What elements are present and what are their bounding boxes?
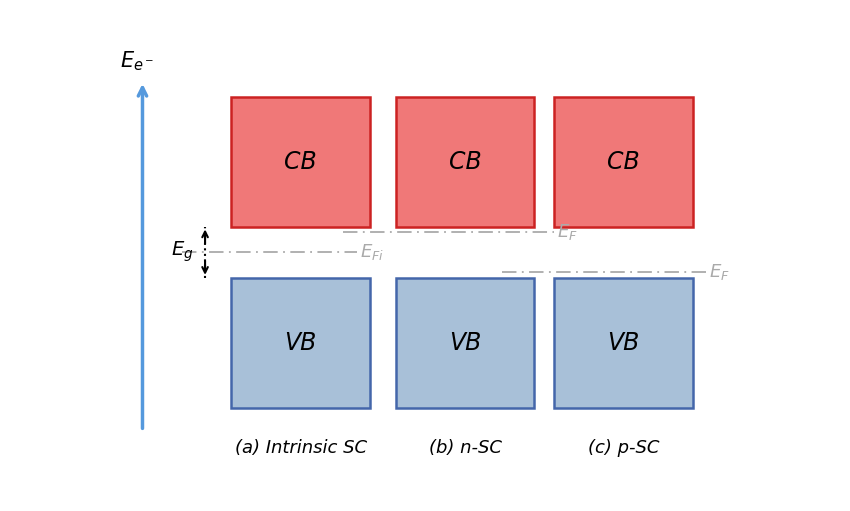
Bar <box>554 278 693 408</box>
Bar <box>231 97 370 226</box>
Text: VB: VB <box>285 331 317 355</box>
Text: VB: VB <box>607 331 639 355</box>
Text: (a) Intrinsic SC: (a) Intrinsic SC <box>235 439 366 457</box>
Text: VB: VB <box>449 331 481 355</box>
Text: (b) n-SC: (b) n-SC <box>428 439 501 457</box>
Text: $E_F$: $E_F$ <box>709 262 730 282</box>
Text: $E_g$: $E_g$ <box>171 240 193 264</box>
Text: $E_{Fi}$: $E_{Fi}$ <box>360 242 384 262</box>
Text: (c) p-SC: (c) p-SC <box>587 439 659 457</box>
Text: $E_F$: $E_F$ <box>558 222 578 243</box>
Text: CB: CB <box>607 150 640 174</box>
Bar <box>396 278 535 408</box>
Bar <box>231 278 370 408</box>
Bar <box>554 97 693 226</box>
Text: CB: CB <box>449 150 482 174</box>
Bar <box>396 97 535 226</box>
Text: $E_{e^-}$: $E_{e^-}$ <box>120 50 155 73</box>
Text: CB: CB <box>284 150 317 174</box>
